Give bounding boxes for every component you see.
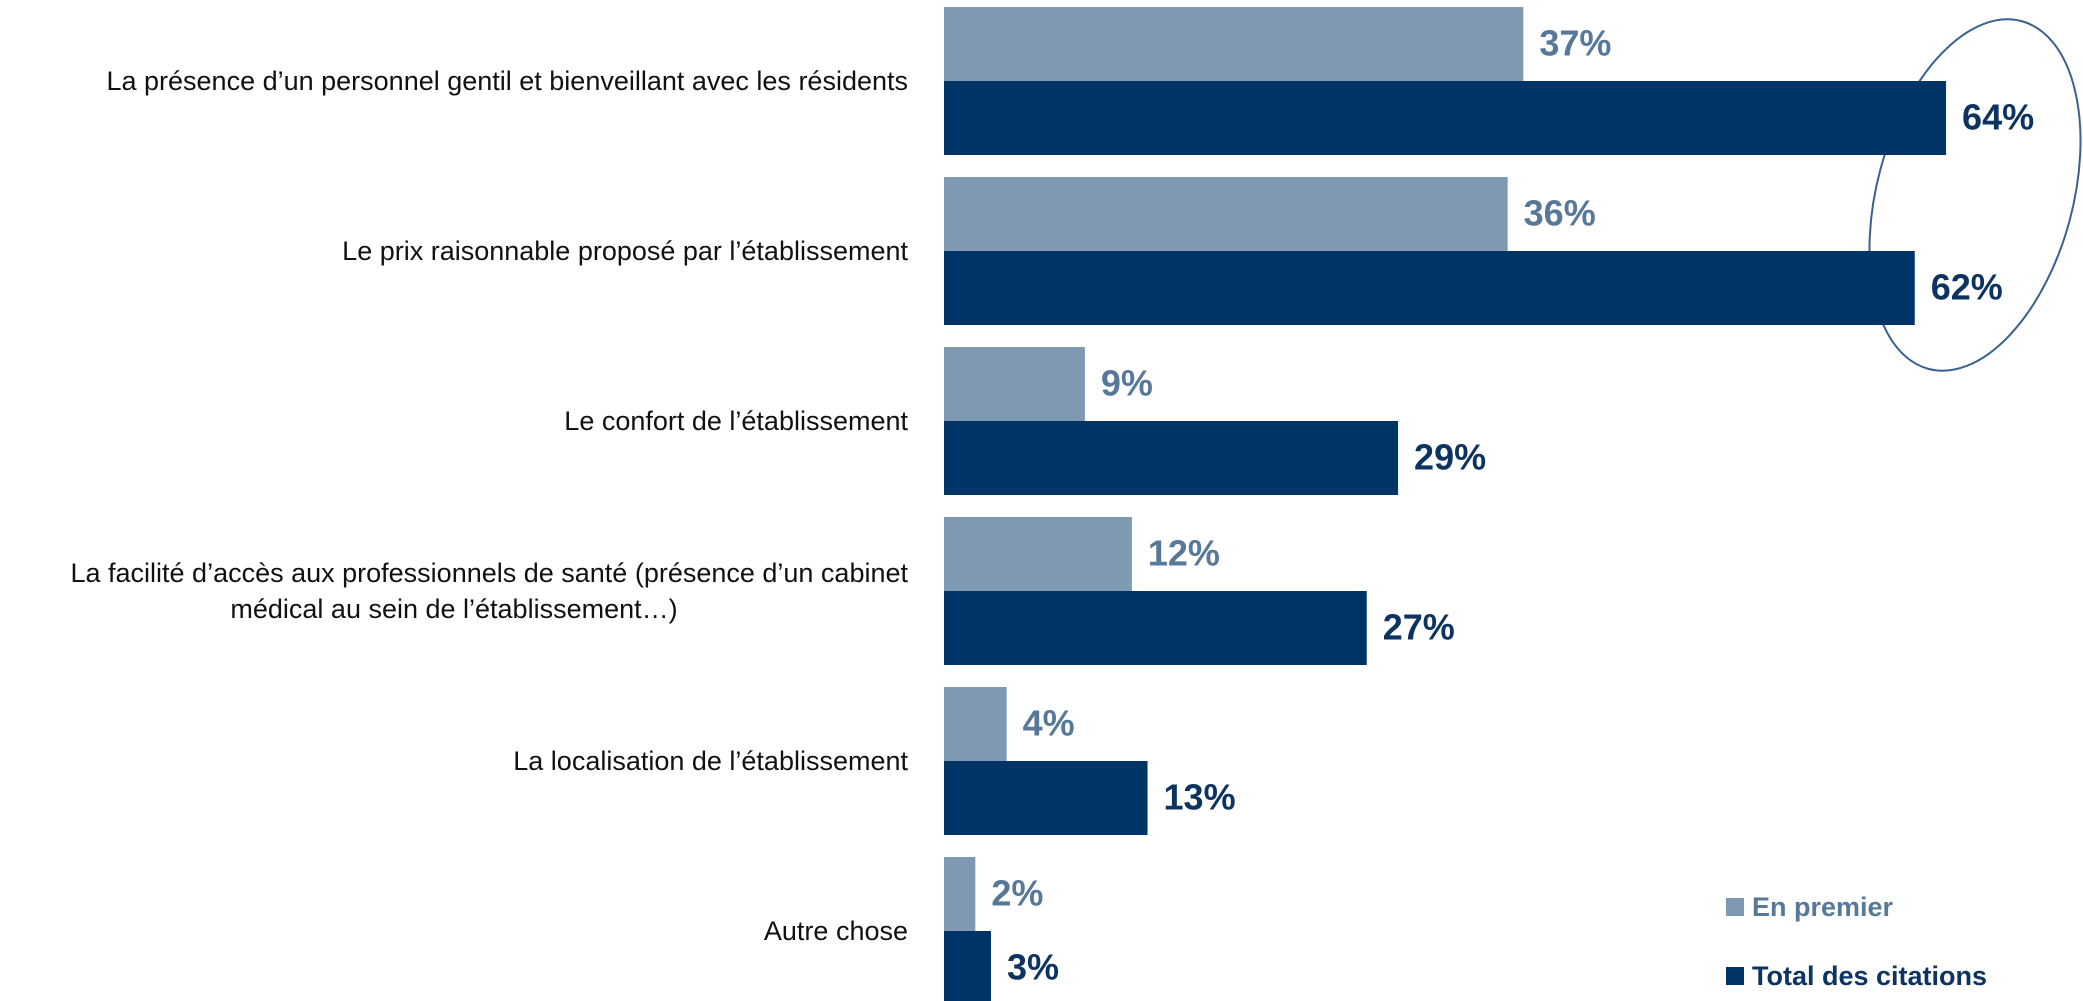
- value-label: 37%: [1539, 23, 1611, 64]
- bar: [944, 857, 976, 931]
- value-label: 3%: [1007, 947, 1059, 988]
- legend-swatch: [1726, 898, 1744, 916]
- bar: [944, 251, 1915, 325]
- bar: [944, 931, 991, 1001]
- value-label: 36%: [1524, 193, 1596, 234]
- bar: [944, 81, 1947, 155]
- highlight-ellipse: [1868, 18, 2082, 372]
- value-label: 13%: [1164, 777, 1236, 818]
- bar: [944, 687, 1007, 761]
- value-label: 29%: [1414, 437, 1486, 478]
- bar: [944, 7, 1524, 81]
- value-label: 27%: [1383, 607, 1455, 648]
- bar: [944, 591, 1367, 665]
- category-label: Le confort de l’établissement: [564, 406, 908, 436]
- category-label: La localisation de l’établissement: [513, 746, 908, 776]
- bar: [944, 517, 1132, 591]
- value-label: 12%: [1148, 533, 1220, 574]
- bar: [944, 761, 1148, 835]
- value-label: 9%: [1101, 363, 1153, 404]
- category-label: Le prix raisonnable proposé par l’établi…: [342, 236, 908, 266]
- value-label: 2%: [991, 873, 1043, 914]
- value-label: 4%: [1023, 703, 1075, 744]
- category-label: La présence d’un personnel gentil et bie…: [106, 66, 908, 96]
- value-label: 62%: [1931, 267, 2003, 308]
- legend-label: Total des citations: [1752, 961, 1987, 991]
- category-label: Autre chose: [763, 916, 908, 946]
- legend-swatch: [1726, 967, 1744, 985]
- bar: [944, 347, 1085, 421]
- value-label: 64%: [1962, 97, 2034, 138]
- legend-label: En premier: [1752, 892, 1894, 922]
- bar: [944, 177, 1508, 251]
- category-label: La facilité d’accès aux professionnels d…: [70, 558, 908, 624]
- bar: [944, 421, 1399, 495]
